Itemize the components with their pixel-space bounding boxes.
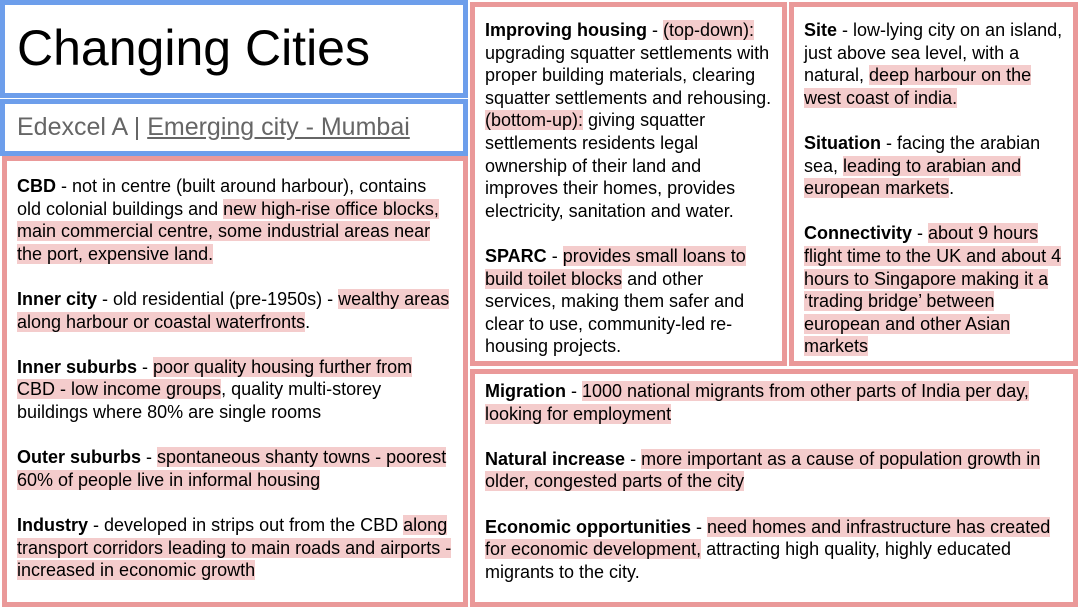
text-run: - not in centre (built around harbour), … <box>17 176 427 219</box>
panel: Migration - 1000 national migrants from … <box>470 369 1078 607</box>
text-run: Connectivity <box>804 223 913 244</box>
text-run: , quality multi-storey buildings where 8… <box>17 379 382 422</box>
subtitle-prefix: Edexcel A | <box>17 113 148 141</box>
subtitle-box: Edexcel A | Emerging city - Mumbai <box>0 99 468 156</box>
paragraph: Inner suburbs - poor quality housing fur… <box>17 356 453 424</box>
subtitle: Edexcel A | Emerging city - Mumbai <box>17 113 410 142</box>
text-run: Improving housing <box>485 20 647 40</box>
text-run: upgrading squatter settlements with prop… <box>485 42 772 108</box>
text-run: - <box>647 20 663 40</box>
text-run: . <box>949 178 955 199</box>
text-run: - <box>912 223 929 244</box>
text-run: - <box>137 356 154 377</box>
text-run: SPARC <box>485 245 547 266</box>
paragraph: Migration - 1000 national migrants from … <box>485 380 1063 425</box>
paragraph: Natural increase - more important as a c… <box>485 448 1063 493</box>
text-run: Migration <box>485 381 566 401</box>
title: Changing Cities <box>17 20 370 76</box>
text-run: - <box>546 245 563 266</box>
paragraph: Improving housing - (top-down): upgradin… <box>485 19 772 222</box>
text-run: (top-down): <box>663 20 755 40</box>
text-run: - developed in strips out from the CBD <box>88 514 404 535</box>
text-run: - low-lying city on an island, just abov… <box>804 20 1063 86</box>
text-run: giving squatter settlements residents le… <box>485 110 736 221</box>
paragraph: Situation - facing the arabian sea, lead… <box>804 132 1063 200</box>
paragraph: Economic opportunities - need homes and … <box>485 516 1063 584</box>
text-run: Inner city <box>17 288 98 309</box>
paragraph: Inner city - old residential (pre-1950s)… <box>17 288 453 333</box>
text-run: - <box>141 447 158 468</box>
paragraph: Site - low-lying city on an island, just… <box>804 19 1063 109</box>
text-run: attracting high quality, highly educated… <box>485 539 1011 582</box>
text-run: Economic opportunities <box>485 516 692 537</box>
panel: Improving housing - (top-down): upgradin… <box>470 2 787 366</box>
paragraph: Industry - developed in strips out from … <box>17 514 453 582</box>
text-run: - <box>566 381 582 401</box>
text-run: Situation <box>804 132 881 153</box>
panel: Site - low-lying city on an island, just… <box>789 2 1078 366</box>
title-box: Changing Cities <box>0 0 468 98</box>
paragraph: CBD - not in centre (built around harbou… <box>17 175 453 265</box>
paragraph: Connectivity - about 9 hours flight time… <box>804 222 1063 358</box>
text-run: - <box>625 448 642 469</box>
text-run: Site <box>804 20 838 40</box>
text-run: Outer suburbs <box>17 447 142 468</box>
text-run: Natural increase <box>485 448 626 469</box>
subtitle-link[interactable]: Emerging city - Mumbai <box>147 113 410 141</box>
paragraph: SPARC - provides small loans to build to… <box>485 245 772 358</box>
text-run: - old residential (pre-1950s) - <box>97 288 339 309</box>
text-run: - facing the arabian sea, <box>804 132 1041 176</box>
text-run: CBD <box>17 176 56 196</box>
text-run: and other services, making them safer an… <box>485 268 745 357</box>
text-run: (bottom-up): <box>485 110 584 131</box>
panel: CBD - not in centre (built around harbou… <box>2 156 468 607</box>
text-run: Industry <box>17 514 89 535</box>
text-run: . <box>305 311 311 332</box>
text-run: - <box>691 516 708 537</box>
paragraph: Outer suburbs - spontaneous shanty towns… <box>17 446 453 491</box>
text-run: Inner suburbs <box>17 356 138 377</box>
